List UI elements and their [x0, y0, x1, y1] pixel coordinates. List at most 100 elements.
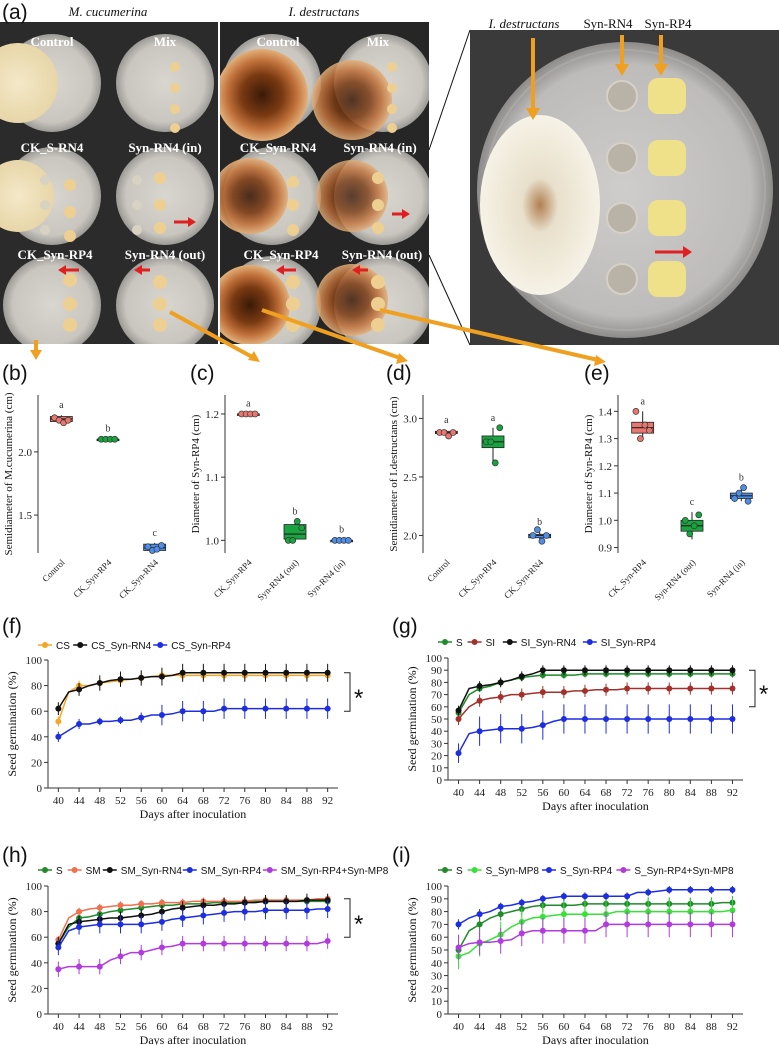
y-axis-label: Semidiameter of I.destructans (cm) [388, 396, 400, 552]
series-point [55, 944, 62, 951]
legend-label: S [56, 866, 63, 877]
x-tick-label: 64 [177, 795, 189, 807]
series-point [138, 921, 145, 928]
legend-marker [442, 639, 448, 645]
x-tick-label: 52 [115, 1021, 126, 1033]
significance-bracket [344, 898, 351, 938]
series-line [457, 901, 733, 951]
series-point [666, 685, 673, 692]
y-tick-label: 1.3 [598, 434, 612, 446]
series-line [57, 908, 328, 948]
series-point [283, 705, 290, 712]
x-tick-label: 84 [685, 1021, 697, 1033]
series-point [455, 716, 462, 722]
y-tick-label: 90 [431, 665, 443, 677]
photo-panel-a: M. cucumerina I. destructans I. destruct… [0, 4, 779, 366]
legend-marker [620, 867, 627, 873]
series-point [497, 911, 504, 918]
y-tick-label: 1.0 [598, 515, 612, 527]
series-point [518, 930, 525, 937]
series-point [687, 685, 694, 692]
data-point [251, 410, 259, 418]
series-point [645, 921, 652, 928]
series-point [200, 669, 207, 676]
red-arrow-icons [58, 209, 692, 275]
series-point [729, 907, 736, 914]
series-point [262, 705, 269, 712]
legend-marker [266, 867, 273, 873]
data-point [496, 424, 504, 432]
series-point [96, 963, 103, 970]
series-point [117, 717, 124, 724]
series-point [76, 721, 83, 727]
chart-f: 0 20 40 60 80 100 40 44 48 52 56 60 64 68 72 76 80 84 88 92… [5, 641, 363, 821]
series-line [57, 899, 328, 944]
legend-marker [442, 867, 448, 873]
x-tick-label: 76 [239, 1021, 251, 1033]
y-tick-label: 20 [431, 983, 443, 995]
orange-arrow-icons [30, 35, 668, 366]
series-point [476, 728, 483, 735]
dish-label: Mix [154, 34, 177, 49]
series-point [666, 667, 673, 674]
series-point [55, 966, 62, 973]
legend-marker [586, 639, 593, 645]
x-tick-label: 40 [453, 787, 465, 799]
series-line [457, 669, 733, 711]
y-tick-label: 100 [26, 881, 43, 893]
series-point [158, 673, 165, 680]
series-point [76, 923, 83, 930]
dish-label: Syn-RN4 (in) [343, 140, 416, 155]
significance-letter: a [491, 413, 496, 424]
legend-label: SM_Syn-RP4+Syn-MP8 [281, 866, 389, 877]
series-point [55, 718, 62, 725]
x-tick-label: 40 [453, 1021, 465, 1033]
legend-label: SI_Syn-RN4 [521, 638, 577, 649]
x-tick-label: Syn-RN4 (out) [255, 557, 300, 602]
series-point [729, 716, 736, 722]
x-tick-label: 52 [516, 1021, 527, 1033]
x-tick-label: 76 [643, 787, 655, 799]
zoom-label-rn4: Syn-RN4 [583, 16, 633, 31]
series-point [221, 909, 228, 916]
y-tick-label: 1.0 [205, 535, 219, 547]
x-tick-label: 80 [664, 787, 676, 799]
series-point [624, 716, 631, 722]
species-label-right: I. destructans [288, 4, 360, 19]
series-point [729, 921, 736, 928]
y-tick-label: 80 [431, 907, 443, 919]
series-point [55, 733, 62, 740]
series-point [117, 907, 124, 914]
series-point [624, 921, 631, 928]
y-tick-label: 80 [31, 907, 43, 919]
series-point [729, 886, 736, 893]
series-point [476, 939, 483, 946]
y-tick-label: 1.5 [18, 510, 32, 522]
y-tick-label: 40 [31, 958, 43, 970]
series-point [117, 921, 124, 928]
legend-marker [506, 639, 513, 645]
x-tick-label: 92 [322, 795, 333, 807]
legend-label: S_Syn-MP8 [486, 866, 540, 877]
x-tick-label: 48 [94, 795, 106, 807]
series-point [221, 940, 228, 947]
series-point [645, 667, 652, 674]
chart-h: 0 20 40 60 80 100 40 44 48 52 56 60 64 68 72 76 80 84 88 92… [5, 866, 389, 1045]
y-tick-label: 0 [37, 1009, 43, 1021]
series-line [457, 718, 733, 754]
dish-label: CK_Syn-RP4 [17, 247, 93, 262]
series-point [624, 893, 631, 900]
x-tick-label: 92 [727, 787, 738, 799]
y-tick-label: 0.9 [598, 543, 612, 555]
significance-letter: b [339, 525, 344, 536]
series-point [539, 913, 546, 920]
y-tick-label: 60 [431, 932, 443, 944]
y-tick-label: 0 [437, 1009, 443, 1021]
series-point [158, 908, 165, 915]
series-point [241, 669, 248, 676]
series-point [624, 667, 631, 674]
series-point [179, 708, 186, 715]
